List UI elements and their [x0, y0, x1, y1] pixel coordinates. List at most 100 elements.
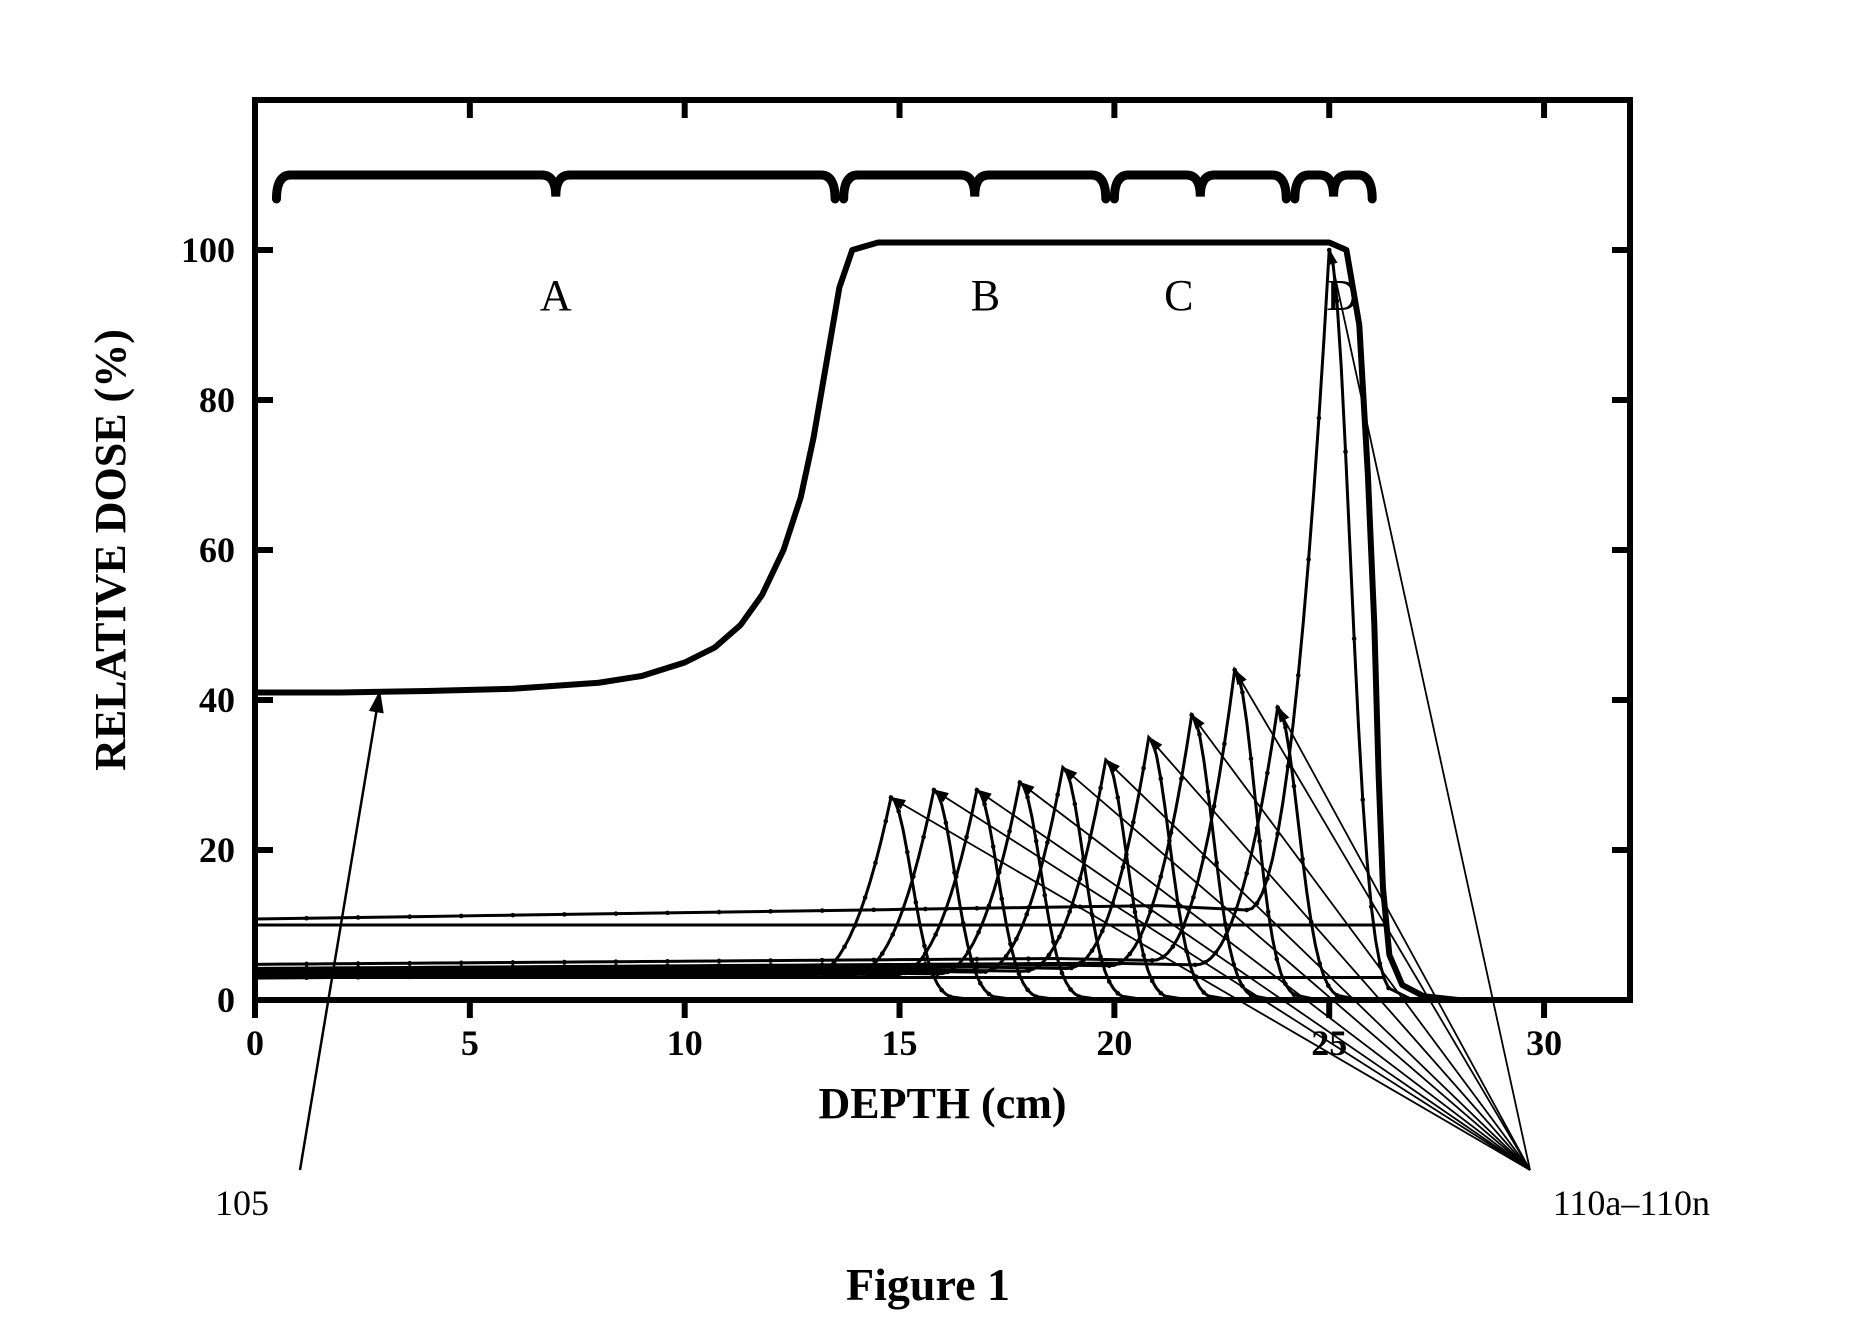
- bragg-peak-dot: [1144, 998, 1149, 1003]
- bragg-peak-dot: [923, 962, 928, 967]
- bragg-peak-dot: [1129, 904, 1134, 909]
- bragg-peak-dot: [1265, 876, 1270, 881]
- region-brace: [844, 175, 1106, 199]
- bragg-peak-dot: [939, 988, 944, 993]
- bragg-peak-dot: [253, 962, 258, 967]
- bragg-peak-dot: [1026, 905, 1031, 910]
- bragg-peak-dot: [1292, 992, 1297, 997]
- bragg-peak-dot: [1078, 961, 1083, 966]
- chart-container: 051015202530020406080100 ABCD DEPTH (cm)…: [0, 0, 1856, 1342]
- bragg-peak-curve: [255, 670, 1318, 1000]
- bragg-peak-dot: [665, 964, 670, 969]
- bragg-peak-dot: [1265, 771, 1270, 776]
- bragg-peak-dot: [842, 944, 847, 949]
- bragg-peak-dot: [1223, 922, 1228, 927]
- bragg-peak-dot: [987, 992, 992, 997]
- bragg-peak-dot: [1150, 958, 1155, 963]
- bragg-peak-dot: [459, 914, 464, 919]
- bragg-peak-dot: [933, 932, 938, 937]
- y-tick-label: 100: [181, 230, 235, 270]
- callout-arrow-110: [1063, 768, 1530, 1171]
- y-tick-label: 60: [199, 530, 235, 570]
- region-label: B: [971, 271, 1000, 320]
- bragg-peak-dot: [883, 819, 888, 824]
- bragg-peak-dot: [1206, 789, 1211, 794]
- bragg-peak-dot: [1067, 909, 1072, 914]
- bragg-peak-dot: [911, 874, 916, 879]
- callout-105: 105: [215, 1183, 269, 1223]
- bragg-peak-dot: [614, 911, 619, 916]
- callout-arrow-105: [300, 693, 380, 1171]
- bragg-peak-dot: [905, 850, 910, 855]
- bragg-peak-dot: [356, 965, 361, 970]
- bragg-peak-dot: [1197, 732, 1202, 737]
- bragg-peak-dot: [1150, 979, 1155, 984]
- bragg-peak-dot: [1077, 994, 1082, 999]
- bragg-peak-dot: [964, 835, 969, 840]
- region-brace: [1295, 175, 1372, 199]
- x-tick-label: 30: [1526, 1023, 1562, 1063]
- bragg-peak-dot: [1201, 990, 1206, 995]
- bragg-peak-dot: [1060, 971, 1065, 976]
- bragg-peak-dot: [1335, 993, 1340, 998]
- bragg-peak-dot: [356, 915, 361, 920]
- bragg-peak-dot: [922, 944, 927, 949]
- region-labels: ABCD: [540, 271, 1358, 320]
- bragg-peak-dot: [253, 966, 258, 971]
- bragg-peak-dot: [1133, 910, 1138, 915]
- bragg-peak-dot: [407, 961, 412, 966]
- bragg-peak-dot: [665, 911, 670, 916]
- sobp-chart-svg: 051015202530020406080100 ABCD DEPTH (cm)…: [0, 0, 1856, 1342]
- callout-110a-110n: 110a–110n: [1553, 1183, 1710, 1223]
- bragg-peak-dot: [1141, 953, 1146, 958]
- bragg-peak-dot: [1249, 756, 1254, 761]
- bragg-peak-dot: [976, 930, 981, 935]
- bragg-peak-dot: [1244, 871, 1249, 876]
- sobp-curve: [255, 243, 1458, 1001]
- bragg-peak-dot: [1055, 792, 1060, 797]
- bragg-peak-dot: [1193, 977, 1198, 982]
- bragg-peak-dot: [921, 835, 926, 840]
- bragg-peak-dot: [820, 908, 825, 913]
- bragg-peak-dot: [914, 900, 919, 905]
- bragg-peak-dot: [1026, 956, 1031, 961]
- region-brace: [276, 175, 835, 199]
- bragg-peak-dot: [1255, 826, 1260, 831]
- bragg-peak-dot: [459, 961, 464, 966]
- bragg-peak-dot: [1034, 994, 1039, 999]
- bragg-peak-dot: [820, 963, 825, 968]
- bragg-peak-dot: [1193, 963, 1198, 968]
- bragg-peak-dot: [1026, 961, 1031, 966]
- bragg-peak-dot: [1326, 983, 1331, 988]
- bragg-peak-dot: [1214, 860, 1219, 865]
- bragg-peak-dot: [614, 959, 619, 964]
- bragg-peak-dot: [1296, 673, 1301, 678]
- bragg-peak-dot: [820, 958, 825, 963]
- bragg-peak-dot: [1158, 776, 1163, 781]
- bragg-peak-dot: [853, 923, 858, 928]
- bragg-peak-dot: [768, 963, 773, 968]
- bragg-peak-dot: [1171, 944, 1176, 949]
- x-tick-label: 0: [246, 1023, 264, 1063]
- bragg-peak-dot: [1181, 925, 1186, 930]
- bragg-peak-dot: [1266, 910, 1271, 915]
- y-tick-label: 80: [199, 380, 235, 420]
- bragg-peak-dot: [1352, 636, 1357, 641]
- figure-caption: Figure 1: [846, 1259, 1010, 1310]
- bragg-peak-dot: [871, 908, 876, 913]
- bragg-peak-dot: [975, 962, 980, 967]
- bragg-peak-dot: [1042, 893, 1047, 898]
- bragg-peak-dot: [665, 959, 670, 964]
- bragg-peak-dot: [948, 994, 953, 999]
- bragg-peak-dot: [1034, 839, 1039, 844]
- bragg-peak-dot: [1292, 784, 1297, 789]
- bragg-peak-dot: [1138, 935, 1143, 940]
- bragg-peak-dot: [1073, 802, 1078, 807]
- x-tick-label: 5: [461, 1023, 479, 1063]
- bragg-peak-dot: [1274, 957, 1279, 962]
- bragg-peak-dot: [1306, 557, 1311, 562]
- callout-arrow-110: [1235, 670, 1530, 1170]
- bragg-peak-dot: [1187, 998, 1192, 1003]
- bragg-peak-dot: [863, 895, 868, 900]
- x-tick-label: 15: [882, 1023, 918, 1063]
